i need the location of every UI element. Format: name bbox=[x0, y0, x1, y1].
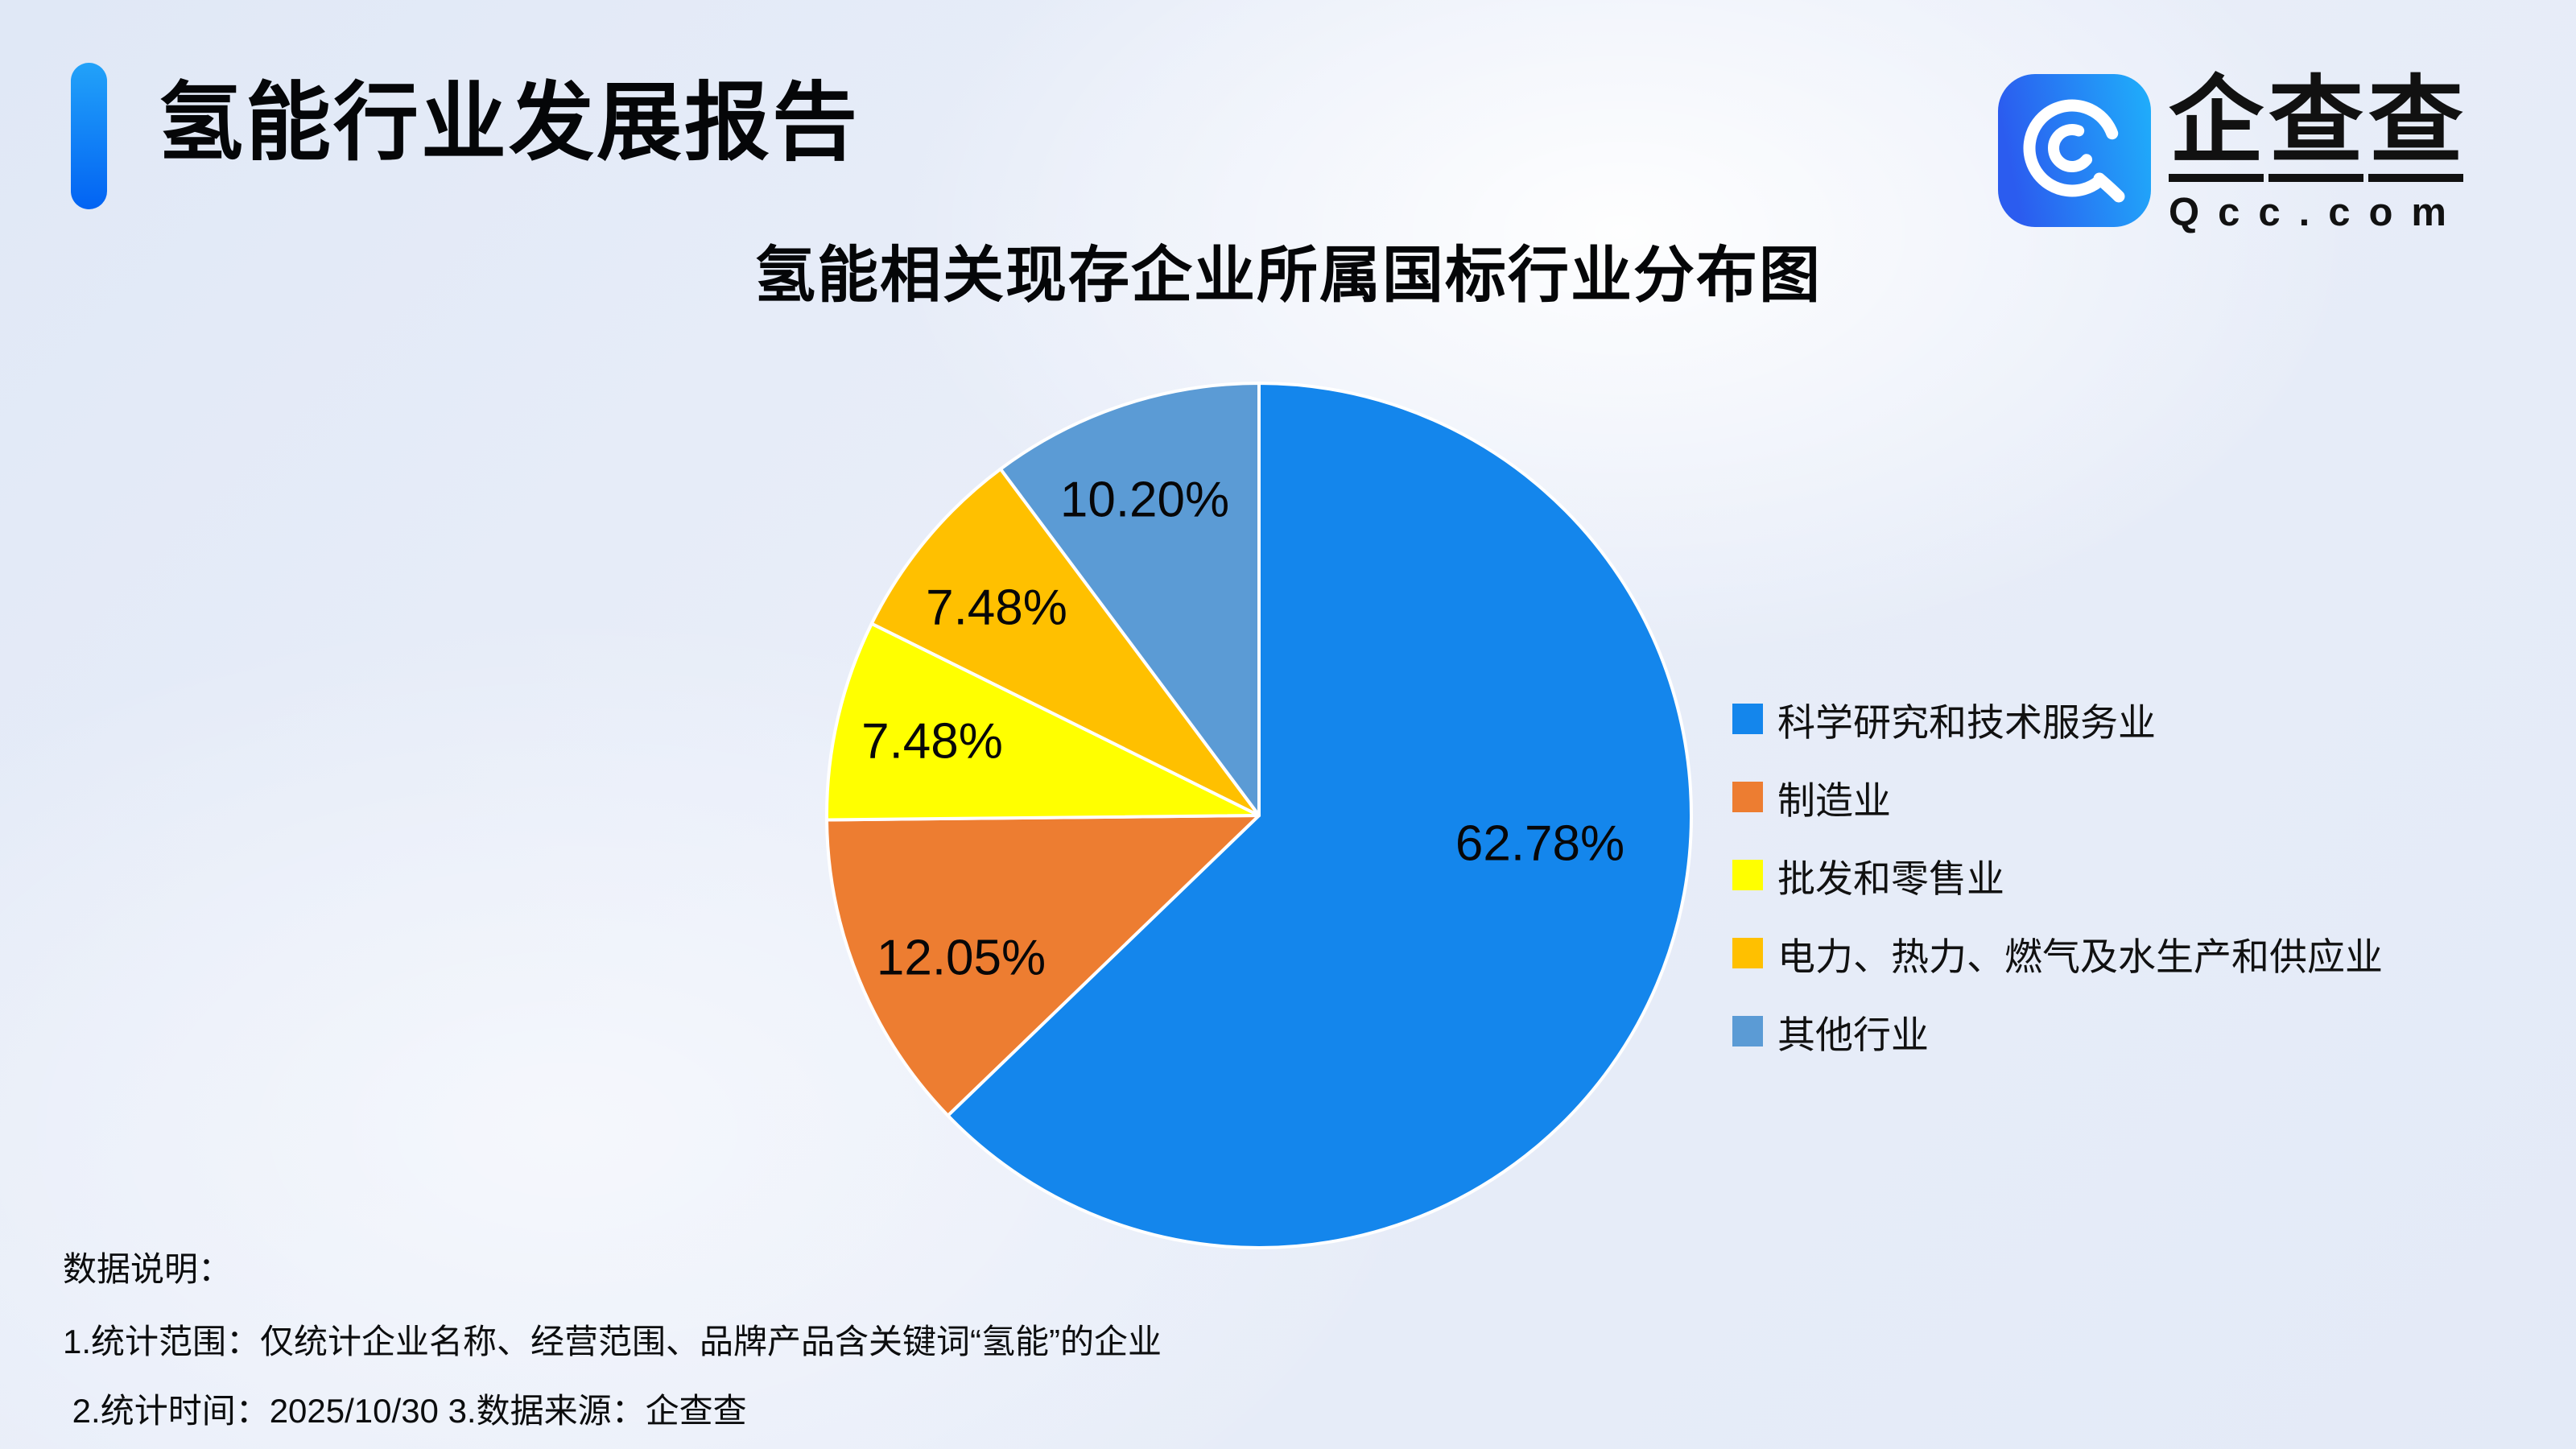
pie-slice-label-2: 7.48% bbox=[861, 713, 1003, 769]
logo-brand-char: 查 bbox=[2368, 74, 2464, 182]
legend-swatch-wholesale-retail bbox=[1732, 860, 1763, 890]
data-notes-date-source: 2.统计时间：2025/10/30 3.数据来源：企查查 bbox=[63, 1392, 747, 1430]
legend-label: 电力、热力、燃气及水生产和供应业 bbox=[1777, 935, 2383, 978]
pie-slice-label-4: 10.20% bbox=[1060, 472, 1229, 527]
pie-slice-label-1: 12.05% bbox=[877, 930, 1046, 985]
legend-swatch-utilities bbox=[1732, 938, 1763, 968]
legend-label: 批发和零售业 bbox=[1777, 857, 2004, 900]
page-title: 氢能行业发展报告 bbox=[158, 76, 860, 171]
qcc-magnifier-icon bbox=[1998, 74, 2151, 227]
legend-swatch-science bbox=[1732, 704, 1763, 734]
logo-brand-name: 企 查 查 bbox=[2169, 74, 2468, 182]
pie-slice-4 bbox=[998, 382, 1261, 817]
pie-slice-label-3: 7.48% bbox=[926, 580, 1067, 635]
legend-label: 制造业 bbox=[1777, 778, 1891, 822]
data-notes: 数据说明： 1.统计范围：仅统计企业名称、经营范围、品牌产品含关键词“氢能”的企… bbox=[63, 1253, 1162, 1428]
legend-swatch-manufacturing bbox=[1732, 782, 1763, 812]
data-notes-heading: 数据说明： bbox=[63, 1250, 233, 1288]
legend-item-utilities: 电力、热力、燃气及水生产和供应业 bbox=[1732, 933, 2383, 978]
logo-domain: Qcc.com bbox=[2169, 191, 2465, 234]
logo-brand-char: 查 bbox=[2268, 74, 2364, 182]
legend-item-other: 其他行业 bbox=[1732, 1011, 2383, 1056]
logo-text: 企 查 查 Qcc.com bbox=[2169, 74, 2468, 235]
pie-slice-0 bbox=[946, 382, 1693, 1249]
pie-slice-label-0: 62.78% bbox=[1455, 815, 1624, 871]
logo-brand-char: 企 bbox=[2169, 74, 2264, 182]
pie-slice-1 bbox=[825, 814, 1261, 1117]
pie-slice-2 bbox=[824, 621, 1261, 822]
legend-item-science: 科学研究和技术服务业 bbox=[1732, 699, 2383, 744]
pie-slice-3 bbox=[869, 467, 1261, 817]
legend-label: 其他行业 bbox=[1777, 1013, 1929, 1056]
chart-title: 氢能相关现存企业所属国标行业分布图 bbox=[754, 242, 1822, 310]
legend-swatch-other bbox=[1732, 1016, 1763, 1046]
legend-item-wholesale-retail: 批发和零售业 bbox=[1732, 855, 2383, 900]
chart-legend: 科学研究和技术服务业 制造业 批发和零售业 电力、热力、燃气及水生产和供应业 其… bbox=[1732, 699, 2383, 1056]
title-accent-bar bbox=[71, 63, 107, 209]
legend-label: 科学研究和技术服务业 bbox=[1777, 700, 2156, 744]
data-notes-scope: 1.统计范围：仅统计企业名称、经营范围、品牌产品含关键词“氢能”的企业 bbox=[63, 1323, 1162, 1360]
qcc-logo: 企 查 查 Qcc.com bbox=[1998, 74, 2468, 235]
legend-item-manufacturing: 制造业 bbox=[1732, 777, 2383, 822]
